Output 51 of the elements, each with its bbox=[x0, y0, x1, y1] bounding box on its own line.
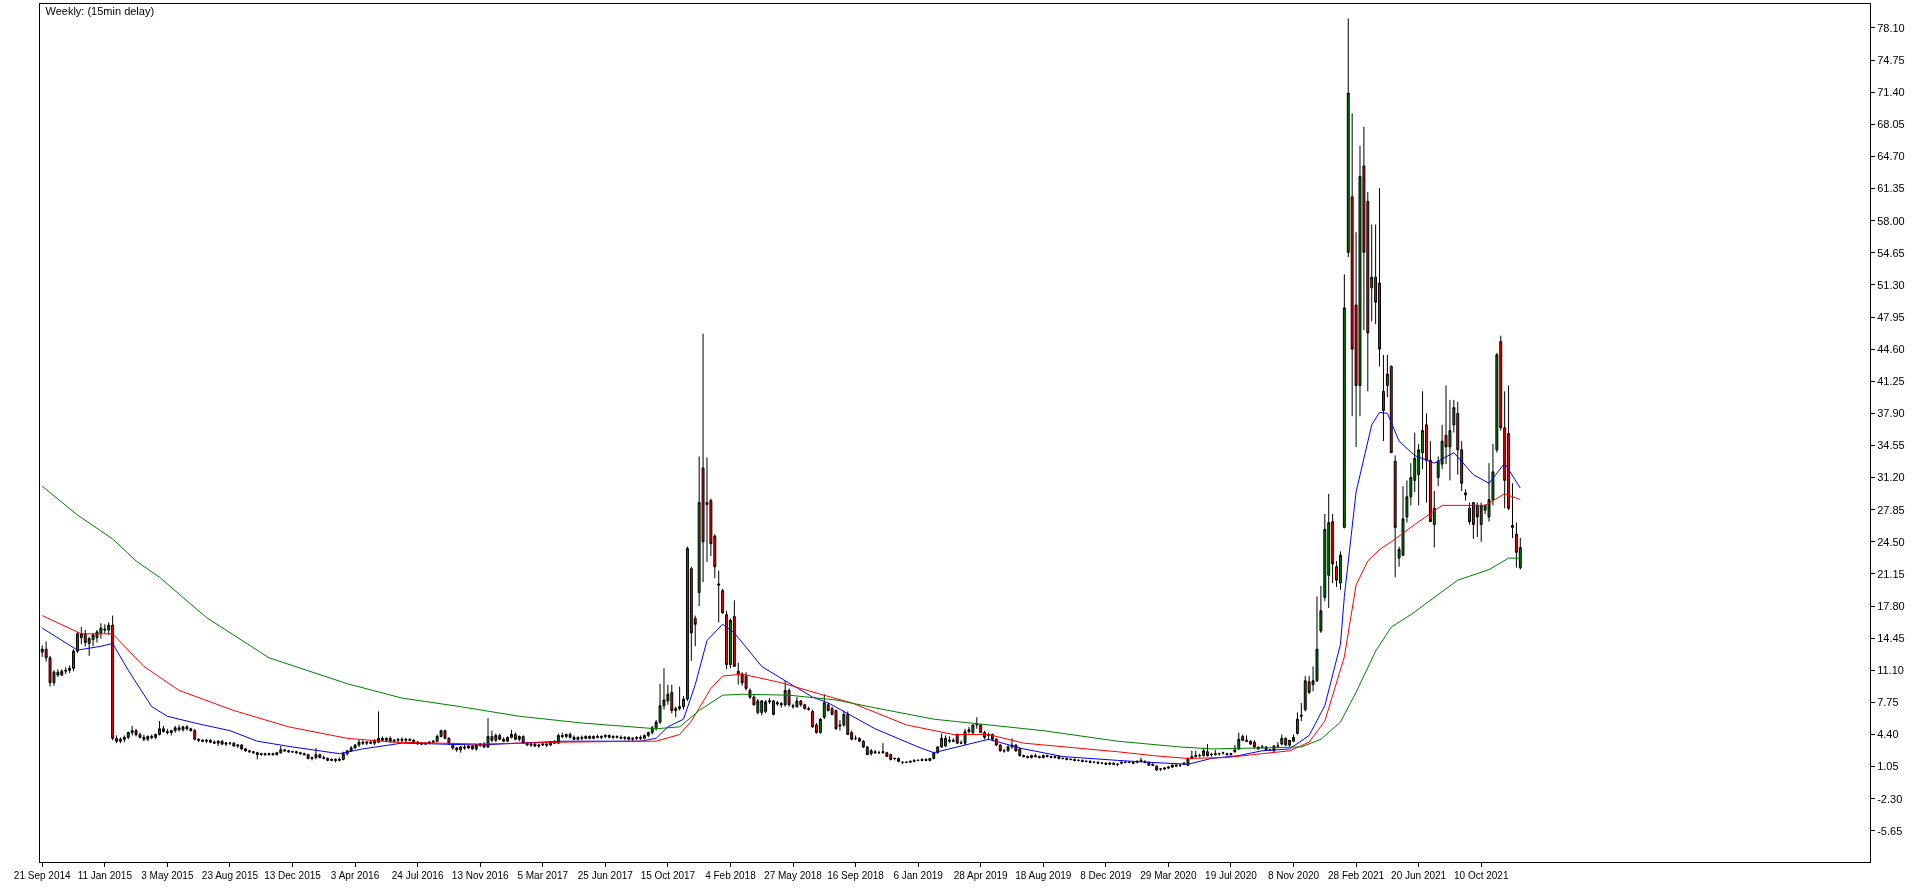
x-tick-label: 25 Jun 2017 bbox=[577, 870, 634, 881]
y-tick-label: 54.65 bbox=[1877, 246, 1905, 259]
x-tick-label: 19 Jul 2020 bbox=[1205, 870, 1258, 881]
x-tick-label: 29 Mar 2020 bbox=[1140, 870, 1197, 881]
x-tick-label: 13 Dec 2015 bbox=[264, 870, 322, 881]
x-tick-label: 8 Dec 2019 bbox=[1080, 870, 1132, 881]
x-tick-label: 3 May 2015 bbox=[141, 870, 194, 881]
y-tick-label: 11.10 bbox=[1877, 664, 1904, 677]
x-tick-label: 16 Sep 2018 bbox=[827, 870, 885, 881]
x-tick-label: 3 Apr 2016 bbox=[330, 870, 380, 881]
y-tick-label: 7.75 bbox=[1877, 696, 1899, 709]
y-tick-label: 71.40 bbox=[1877, 86, 1905, 99]
x-tick-label: 10 Oct 2021 bbox=[1453, 870, 1509, 881]
y-tick-label: 34.55 bbox=[1877, 439, 1905, 452]
x-tick-label: 5 Mar 2017 bbox=[517, 870, 569, 881]
y-tick-label: 78.10 bbox=[1877, 21, 1905, 34]
x-tick-label: 18 Aug 2019 bbox=[1015, 870, 1072, 881]
x-tick-label: 20 Jun 2021 bbox=[1391, 870, 1447, 881]
x-tick-label: 4 Feb 2018 bbox=[705, 870, 757, 881]
chart-title: Weekly: (15min delay) bbox=[45, 5, 155, 18]
y-tick-label: -2.30 bbox=[1877, 792, 1903, 805]
x-tick-label: 28 Apr 2019 bbox=[953, 870, 1009, 881]
y-tick-label: 64.70 bbox=[1877, 150, 1905, 163]
y-tick-label: 41.25 bbox=[1877, 375, 1905, 388]
y-tick-label: 74.75 bbox=[1877, 53, 1905, 66]
y-tick-label: 14.45 bbox=[1877, 632, 1905, 644]
y-tick-label: 68.05 bbox=[1877, 118, 1905, 131]
y-tick-label: 17.80 bbox=[1877, 599, 1905, 612]
y-tick-label: 37.90 bbox=[1877, 407, 1905, 420]
x-tick-label: 8 Nov 2020 bbox=[1267, 870, 1320, 881]
x-tick-label: 21 Sep 2014 bbox=[13, 870, 72, 881]
x-tick-label: 28 Feb 2021 bbox=[1327, 870, 1385, 881]
x-tick-label: 6 Jan 2019 bbox=[893, 870, 944, 881]
y-tick-label: 31.20 bbox=[1877, 471, 1905, 484]
x-tick-label: 15 Oct 2017 bbox=[640, 870, 696, 881]
y-tick-label: 44.60 bbox=[1877, 342, 1905, 355]
x-tick-label: 27 May 2018 bbox=[764, 870, 823, 881]
x-tick-label: 11 Jan 2015 bbox=[77, 870, 133, 881]
y-tick-label: -5.65 bbox=[1877, 824, 1903, 837]
x-tick-label: 24 Jul 2016 bbox=[391, 870, 444, 881]
y-tick-label: 4.40 bbox=[1877, 728, 1899, 741]
y-tick-label: 51.30 bbox=[1877, 278, 1905, 291]
y-tick-label: 47.95 bbox=[1877, 310, 1905, 323]
y-tick-label: 24.50 bbox=[1877, 535, 1905, 548]
y-tick-label: 1.05 bbox=[1877, 760, 1899, 773]
y-tick-label: 21.15 bbox=[1877, 567, 1905, 580]
y-tick-label: 58.00 bbox=[1877, 214, 1905, 227]
y-tick-label: 61.35 bbox=[1877, 182, 1905, 195]
y-tick-label: 27.85 bbox=[1877, 503, 1905, 516]
x-tick-label: 13 Nov 2016 bbox=[451, 870, 509, 881]
x-tick-label: 23 Aug 2015 bbox=[201, 870, 259, 881]
